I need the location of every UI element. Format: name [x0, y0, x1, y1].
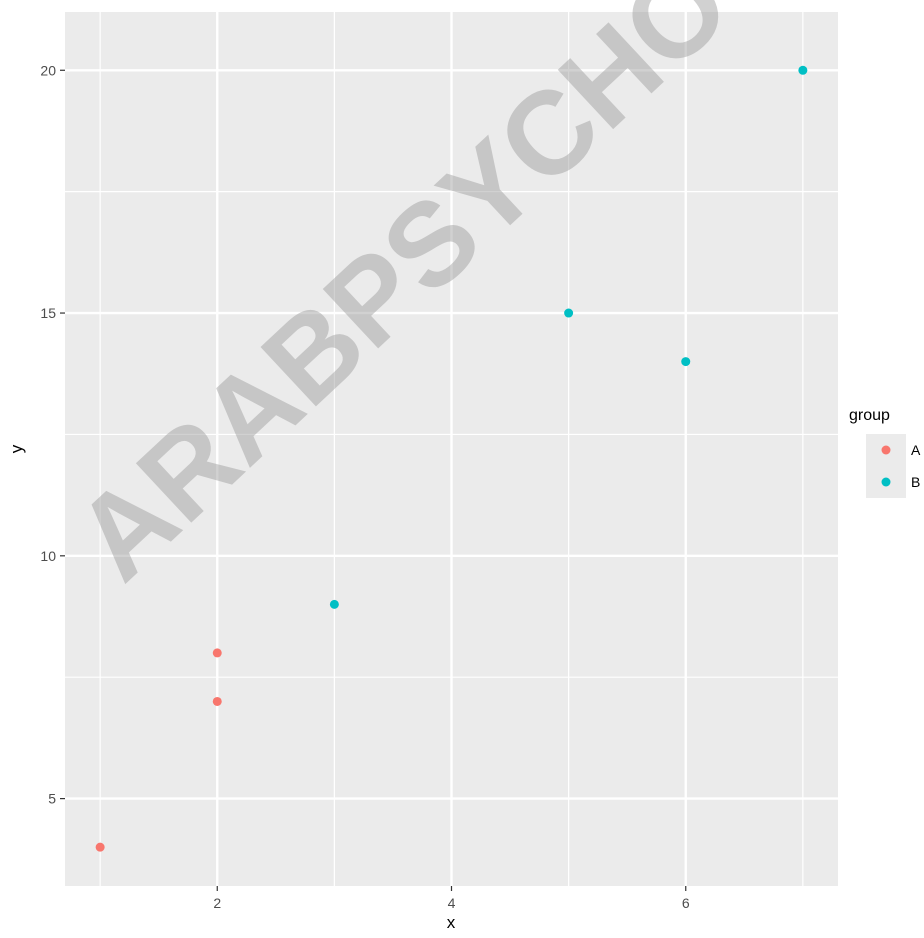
- data-point-a: [212, 696, 222, 706]
- data-point-a: [212, 648, 222, 658]
- data-point-a: [95, 842, 105, 852]
- x-tick-label: 6: [682, 895, 690, 911]
- legend-key-a: [881, 445, 891, 455]
- data-point-b: [329, 599, 339, 609]
- data-point-b: [681, 357, 691, 367]
- x-axis-title: x: [447, 913, 456, 932]
- data-point-b: [798, 65, 808, 75]
- major-gridlines: [65, 12, 838, 886]
- y-tick-label: 5: [48, 791, 56, 807]
- y-tick-label: 10: [40, 548, 56, 564]
- data-point-b: [564, 308, 574, 318]
- y-tick-label: 15: [40, 305, 56, 321]
- legend-label-b: B: [911, 474, 920, 490]
- legend-key-b: [881, 477, 891, 487]
- data-points: [95, 65, 808, 852]
- x-axis-ticks: 2 4 6: [213, 886, 690, 911]
- y-tick-label: 20: [40, 62, 56, 78]
- x-tick-label: 2: [213, 895, 221, 911]
- legend: group AB: [849, 407, 921, 498]
- y-axis-title: y: [7, 444, 26, 453]
- x-tick-label: 4: [448, 895, 456, 911]
- legend-title: group: [849, 407, 890, 424]
- y-axis-ticks: 5 10 15 20: [40, 62, 65, 807]
- legend-label-a: A: [911, 442, 921, 458]
